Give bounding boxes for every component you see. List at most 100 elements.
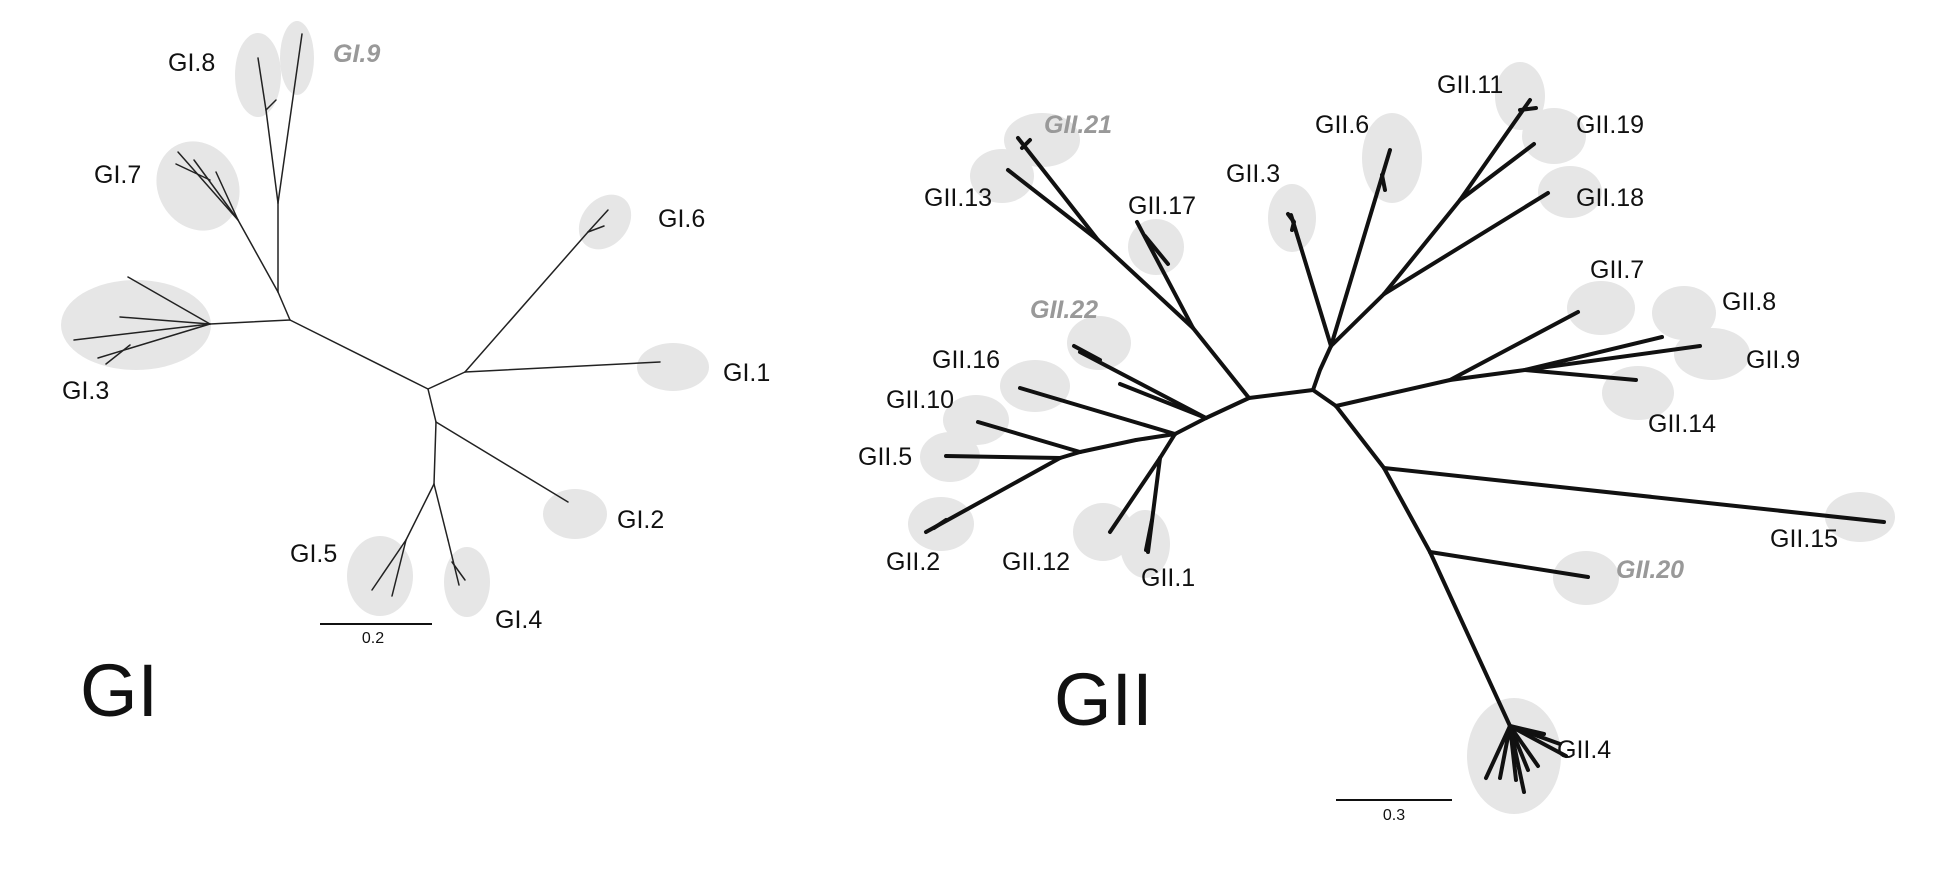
gi-branch bbox=[177, 151, 239, 221]
highlight-gii-18 bbox=[1538, 166, 1602, 218]
gii-branch bbox=[1311, 344, 1333, 392]
highlight-gii-10 bbox=[943, 395, 1009, 445]
highlight-gii-19 bbox=[1522, 108, 1586, 164]
gii-branch bbox=[1334, 378, 1452, 408]
gii-branch bbox=[1020, 138, 1032, 150]
gii-labels: GII.21 GII.13 GII.17 GII.3 GII.6 GII.11 … bbox=[858, 71, 1838, 764]
gii-clade-17-label: GII.17 bbox=[1128, 192, 1196, 220]
gii-clade-16-label: GII.16 bbox=[932, 346, 1000, 374]
gii-branch bbox=[1382, 466, 1886, 524]
gi-branch bbox=[405, 483, 435, 541]
gii-branch bbox=[1058, 450, 1082, 460]
gii-clade-5-label: GII.5 bbox=[858, 443, 912, 471]
gi-branch bbox=[433, 421, 437, 485]
highlight-gi-9 bbox=[280, 21, 314, 95]
gii-clade-10-label: GII.10 bbox=[886, 386, 954, 414]
gi-branch bbox=[97, 323, 211, 359]
gi-branch bbox=[277, 33, 303, 204]
gii-branch bbox=[1006, 168, 1100, 242]
gi-clade-2-label: GI.2 bbox=[617, 506, 664, 534]
highlight-gi-1 bbox=[637, 343, 709, 391]
gii-panel-title: GII bbox=[1054, 658, 1153, 741]
gii-clade-3-label: GII.3 bbox=[1226, 160, 1280, 188]
highlight-gi-5 bbox=[347, 536, 413, 616]
gii-branch bbox=[1144, 518, 1154, 552]
gi-branch bbox=[433, 483, 449, 541]
gii-clade-12-label: GII.12 bbox=[1002, 548, 1070, 576]
gi-clade-4-label: GI.4 bbox=[495, 606, 542, 634]
gii-branch bbox=[1072, 344, 1102, 362]
gii-tree: GII.21 GII.13 GII.17 GII.3 GII.6 GII.11 … bbox=[858, 62, 1895, 824]
gii-branch bbox=[1018, 386, 1177, 436]
gii-branch bbox=[1448, 310, 1580, 382]
gii-branch bbox=[1458, 142, 1536, 202]
gi-branch bbox=[265, 99, 277, 111]
gi-branch bbox=[257, 57, 267, 111]
gi-branch bbox=[371, 539, 407, 591]
gii-branch bbox=[932, 518, 948, 530]
gii-branch bbox=[1508, 724, 1568, 758]
highlight-gii-6 bbox=[1362, 113, 1422, 203]
gii-branch bbox=[1523, 335, 1664, 372]
highlight-gi-6 bbox=[578, 194, 632, 250]
gi-branch bbox=[447, 539, 460, 586]
gi-branch bbox=[127, 276, 211, 325]
gi-clade-6-label: GI.6 bbox=[658, 205, 705, 233]
gii-branch bbox=[1143, 234, 1170, 266]
gii-branch bbox=[1247, 388, 1338, 408]
gi-branch bbox=[237, 219, 279, 293]
gii-branch bbox=[1428, 550, 1512, 728]
gii-branch bbox=[1458, 98, 1532, 202]
gi-branch bbox=[209, 319, 291, 325]
gii-branch bbox=[1329, 292, 1386, 348]
gii-clade-18-label: GII.18 bbox=[1576, 184, 1644, 212]
gii-branch bbox=[1016, 136, 1100, 242]
gii-branch bbox=[944, 454, 1062, 460]
gi-highlights bbox=[61, 21, 709, 617]
gi-panel-title: GI bbox=[80, 649, 158, 732]
gi-scale-bar: 0.2 bbox=[320, 623, 432, 647]
gii-branch bbox=[1508, 724, 1546, 736]
gii-branches bbox=[924, 98, 1886, 794]
gi-branch bbox=[193, 159, 239, 221]
gii-branch bbox=[1382, 198, 1462, 296]
gii-clade-4-label: GII.4 bbox=[1557, 736, 1611, 764]
gii-branch bbox=[1173, 396, 1251, 436]
highlight-gi-7 bbox=[156, 141, 240, 231]
gi-clade-3-label: GI.3 bbox=[62, 377, 109, 405]
gi-branch bbox=[175, 163, 211, 181]
gii-clade-20-label: GII.20 bbox=[1616, 556, 1684, 584]
gii-branch bbox=[1498, 724, 1512, 780]
highlight-gii-7 bbox=[1567, 281, 1635, 335]
gii-branch bbox=[1118, 382, 1208, 420]
gi-branch bbox=[265, 109, 279, 204]
gii-branch bbox=[1523, 344, 1702, 372]
highlight-gi-4 bbox=[444, 547, 490, 617]
gii-branch bbox=[1329, 148, 1392, 348]
gii-branch bbox=[1286, 212, 1296, 232]
highlight-gii-1 bbox=[1120, 510, 1170, 578]
gi-branch bbox=[105, 344, 131, 365]
gii-clade-14-label: GII.14 bbox=[1648, 410, 1716, 438]
highlight-gii-22 bbox=[1067, 316, 1131, 370]
gi-tree: GI.8 GI.9 GI.7 GI.3 GI.6 GI.1 GI.2 GI.5 … bbox=[61, 21, 770, 732]
gi-branch bbox=[289, 319, 429, 390]
gii-branch bbox=[1382, 191, 1550, 296]
gii-branch bbox=[1523, 368, 1638, 382]
gi-branch bbox=[451, 561, 466, 581]
gii-clade-15-label: GII.15 bbox=[1770, 525, 1838, 553]
gi-branch bbox=[277, 291, 291, 321]
gii-clade-21-label: GII.21 bbox=[1044, 111, 1112, 139]
gi-clade-9-label: GI.9 bbox=[333, 40, 380, 68]
gii-clade-19-label: GII.19 bbox=[1576, 111, 1644, 139]
gii-clade-13-label: GII.13 bbox=[924, 184, 992, 212]
gi-branch bbox=[73, 323, 211, 341]
gii-branch bbox=[924, 456, 1062, 534]
gii-clade-9-label: GII.9 bbox=[1746, 346, 1800, 374]
gii-branch bbox=[1448, 368, 1527, 382]
gi-branch bbox=[587, 209, 609, 233]
gii-clade-6-label: GII.6 bbox=[1315, 111, 1369, 139]
highlight-gi-3 bbox=[61, 280, 211, 370]
